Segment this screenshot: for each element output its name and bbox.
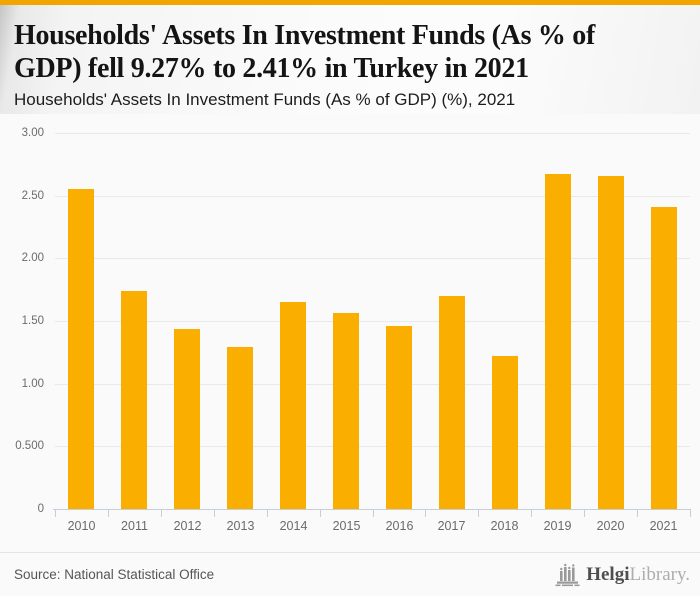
chart-header: Households' Assets In Investment Funds (… [0,5,700,114]
y-axis-label: 3.00 [21,127,44,139]
x-axis-label: 2012 [173,519,202,533]
gridline [55,446,690,447]
bar[interactable] [333,313,359,509]
chart-subtitle: Households' Assets In Investment Funds (… [14,90,516,109]
bar[interactable] [492,356,518,509]
bar[interactable] [121,291,147,509]
y-axis-label: 0 [37,503,44,515]
x-axis-label: 2013 [226,519,255,533]
x-axis-label: 2016 [385,519,414,533]
bar[interactable] [651,207,677,509]
x-axis-tick [690,509,691,517]
x-axis-tick [267,509,268,517]
helgi-library-logo[interactable]: HelgiLibrary. [554,563,690,587]
x-axis-label: 2021 [649,519,678,533]
x-axis-label: 2014 [279,519,308,533]
x-axis-tick [425,509,426,517]
gridline [55,258,690,259]
chart-footer: Source: National Statistical Office [0,552,700,596]
x-axis-label: 2017 [437,519,466,533]
x-axis-label: 2015 [332,519,361,533]
bar[interactable] [386,326,412,509]
y-axis-label: 2.00 [21,252,44,264]
x-axis-label: 2020 [596,519,625,533]
x-axis-tick [584,509,585,517]
x-axis-tick [637,509,638,517]
bar[interactable] [598,176,624,509]
x-axis-label: 2019 [543,519,572,533]
bar-chart-logo-icon [555,563,580,586]
x-axis-tick [214,509,215,517]
x-axis-label: 2018 [490,519,519,533]
bar[interactable] [227,347,253,509]
source-note: Source: National Statistical Office [14,567,215,582]
logo-text-secondary: Library. [629,563,691,585]
bar[interactable] [68,189,94,509]
logo-text-primary: Helgi [586,563,630,585]
x-axis-tick [320,509,321,517]
gridline [55,384,690,385]
bar-chart: 0 0.500 1.00 1.50 2.00 2.50 3.00 2010 2011 2012 20… [0,114,700,552]
x-axis-tick [161,509,162,517]
page-title: Households' Assets In Investment Funds (… [14,20,596,84]
gridline [55,321,690,322]
bar[interactable] [174,329,200,509]
x-axis-label: 2011 [121,519,148,533]
y-axis-label: 1.50 [21,315,44,327]
accent-top-border [0,0,700,5]
bar[interactable] [439,296,465,509]
gridline [55,133,690,134]
bar[interactable] [545,174,571,509]
x-axis-tick [531,509,532,517]
y-axis-label: 2.50 [21,190,44,202]
x-axis-tick [373,509,374,517]
x-axis-tick [55,509,56,517]
y-axis-label: 1.00 [21,378,44,390]
x-axis-label: 2010 [67,519,96,533]
x-axis-tick [478,509,479,517]
bar[interactable] [280,302,306,509]
x-axis-line [53,509,690,510]
y-axis-label: 0.500 [15,440,44,452]
x-axis-tick [108,509,109,517]
gridline [55,196,690,197]
